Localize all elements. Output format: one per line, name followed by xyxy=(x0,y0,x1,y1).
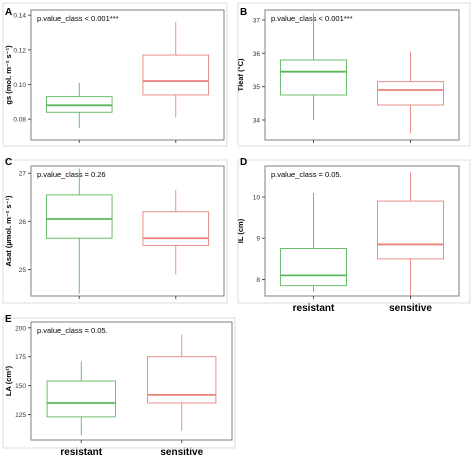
y-tick-label: 25 xyxy=(19,267,27,274)
box-iqr xyxy=(280,248,347,287)
y-tick-label: 0.12 xyxy=(13,47,26,54)
box-iqr xyxy=(147,356,217,404)
panel-b: 34 35 36 37 Tleaf (°C) p.value_class < 0.001*… xyxy=(236,2,471,147)
box-sensitive xyxy=(377,51,444,134)
y-axis-label: Asat (µmol. m⁻² s⁻¹) xyxy=(4,195,13,266)
y-tick-label: 9 xyxy=(256,236,260,243)
box-sensitive xyxy=(142,190,210,275)
y-tick-label: 27 xyxy=(19,171,27,178)
y-axis-label: gs (mol. m⁻² s⁻¹) xyxy=(4,45,13,105)
y-tick-label: 150 xyxy=(15,383,26,390)
box-iqr xyxy=(142,54,210,96)
box-resistant xyxy=(280,13,347,120)
panel-border xyxy=(237,159,471,304)
panel-e: 125 150 175 200 LA (cm²) p.value_class = 0.05… xyxy=(2,317,236,458)
y-tick-label: 26 xyxy=(19,219,27,226)
plot-frame xyxy=(30,165,225,297)
box-iqr xyxy=(280,59,347,96)
p-value-annotation: p.value_class = 0.26 xyxy=(37,170,106,179)
y-tick-label: 175 xyxy=(15,354,26,361)
box-iqr xyxy=(377,200,444,260)
panel-letter: C xyxy=(5,157,12,168)
x-tick-label: sensitive xyxy=(389,303,432,314)
y-tick-label: 34 xyxy=(253,118,261,125)
y-tick-label: 0.08 xyxy=(13,117,26,124)
x-tick-label: sensitive xyxy=(160,447,203,458)
y-tick-label: 200 xyxy=(15,325,26,332)
box-sensitive xyxy=(377,172,444,296)
box-resistant xyxy=(45,82,113,128)
panel-border xyxy=(237,2,471,147)
panel-d: 8 9 10 IL (cm) p.value_class = 0.05. resistan… xyxy=(236,159,471,314)
plot-frame xyxy=(30,9,225,141)
panel-c: 25 26 27 Asat (µmol. m⁻² s⁻¹) p.value_class … xyxy=(2,159,228,304)
panel-letter: B xyxy=(240,7,247,18)
p-value-annotation: p.value_class = 0.05. xyxy=(271,170,342,179)
x-tick-label: resistant xyxy=(293,303,335,314)
p-value-annotation: p.value_class < 0.001*** xyxy=(271,14,353,23)
panel-border xyxy=(2,2,228,147)
panel-letter: E xyxy=(5,314,12,325)
panel-letter: A xyxy=(5,7,12,18)
panel-border xyxy=(2,317,236,449)
box-iqr xyxy=(45,194,113,239)
y-tick-label: 35 xyxy=(253,84,261,91)
box-resistant xyxy=(46,361,116,436)
p-value-annotation: p.value_class = 0.05. xyxy=(37,326,108,335)
panel-letter: D xyxy=(240,157,247,168)
box-resistant xyxy=(280,192,347,292)
box-sensitive xyxy=(147,334,217,431)
y-tick-label: 0.14 xyxy=(13,13,26,20)
y-tick-label: 8 xyxy=(256,277,260,284)
box-iqr xyxy=(46,380,116,418)
panel-border xyxy=(2,159,228,304)
y-tick-label: 0.10 xyxy=(13,82,26,89)
x-tick-label: resistant xyxy=(60,447,102,458)
y-tick-label: 125 xyxy=(15,412,26,419)
plot-frame xyxy=(30,321,233,441)
box-iqr xyxy=(377,81,444,106)
box-resistant xyxy=(45,168,113,294)
box-sensitive xyxy=(142,22,210,118)
plot-frame xyxy=(264,165,460,297)
y-tick-label: 37 xyxy=(253,18,261,25)
y-axis-label: Tleaf (°C) xyxy=(236,58,245,92)
p-value-annotation: p.value_class < 0.001*** xyxy=(37,14,119,23)
y-axis-label: IL (cm) xyxy=(236,218,245,243)
y-axis-label: LA (cm²) xyxy=(4,365,13,396)
panel-a: 0.08 0.10 0.12 0.14 gs (mol. m⁻² s⁻¹) p.value… xyxy=(2,2,228,147)
plot-frame xyxy=(264,9,460,141)
box-iqr xyxy=(142,211,210,246)
y-tick-label: 36 xyxy=(253,51,261,58)
y-tick-label: 10 xyxy=(253,194,261,201)
